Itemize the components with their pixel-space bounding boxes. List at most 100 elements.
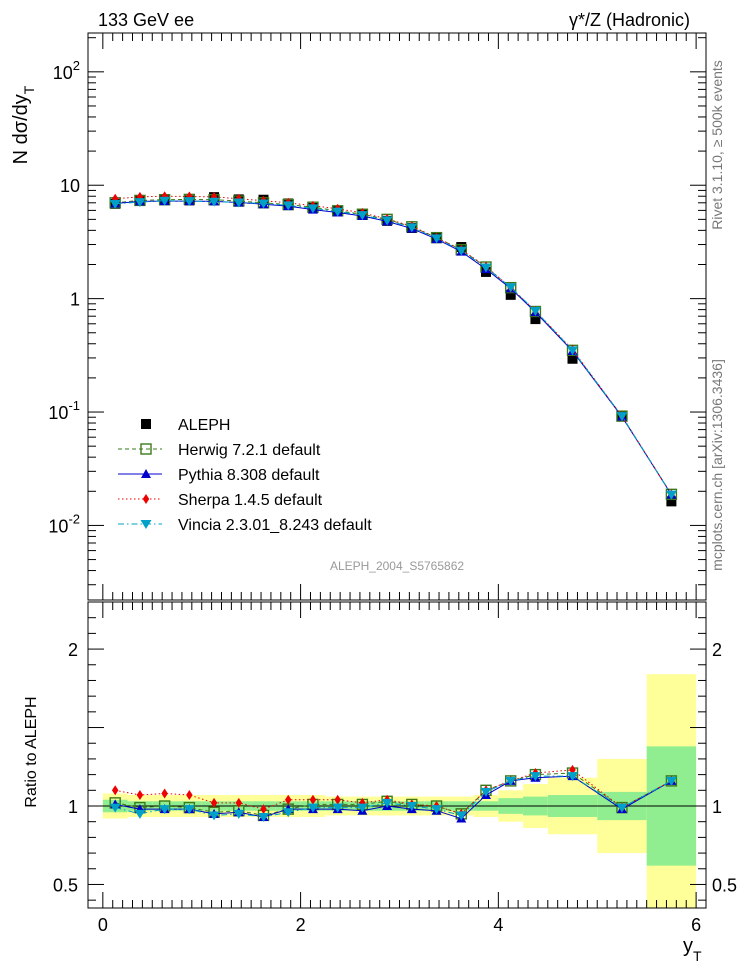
figure-labels: 133 GeV ee γ*/Z (Hadronic) ALEPH_2004_S5… — [98, 10, 725, 573]
ratio-y-axis-title: Ratio to ALEPH — [23, 696, 40, 807]
data-point — [309, 794, 317, 805]
data-point — [282, 201, 294, 211]
data-point — [567, 346, 579, 356]
ratio-series-line — [115, 775, 672, 818]
data-point — [260, 804, 267, 815]
ratio-y-tick-label: 1 — [68, 797, 78, 817]
x-tick-label: 4 — [493, 915, 503, 935]
ratio-series-line — [115, 772, 672, 816]
data-point — [665, 776, 677, 786]
watermark: ALEPH_2004_S5765862 — [330, 559, 464, 573]
data-point — [529, 306, 541, 316]
data-point — [332, 207, 344, 217]
data-point — [159, 805, 171, 815]
data-point — [406, 802, 418, 811]
legend-label: ALEPH — [178, 417, 230, 434]
data-point — [258, 199, 270, 209]
data-point — [208, 197, 220, 207]
data-point — [529, 772, 541, 782]
ratio-y-tick-label-right: 2 — [712, 640, 722, 660]
y-tick-label: 10-1 — [48, 398, 80, 423]
ratio-panel-frame — [87, 601, 707, 909]
data-point — [356, 803, 368, 813]
x-axis-title: yT — [683, 935, 702, 964]
data-point — [134, 809, 146, 819]
legend-entry: ALEPH — [141, 417, 230, 434]
data-point — [134, 198, 146, 208]
main-panel-series — [109, 191, 678, 507]
data-point — [109, 199, 121, 209]
data-point — [141, 419, 151, 429]
side-label-bottom: mcplots.cern.ch [arXiv:1306.3436] — [709, 359, 725, 571]
data-point — [282, 808, 294, 818]
data-point — [530, 314, 541, 325]
data-point — [431, 234, 443, 244]
legend-label: Herwig 7.2.1 default — [178, 442, 321, 459]
data-point — [109, 803, 121, 813]
data-point — [111, 785, 119, 796]
legend-label: Sherpa 1.4.5 default — [178, 492, 323, 509]
axis-ticks: 10-2 10-1 1 10 102 0 2 4 6 0.5 0.5 1 1 2 2 N dσ/dyT Rati… — [10, 33, 737, 964]
x-tick-label: 6 — [691, 915, 701, 935]
data-point — [159, 196, 171, 206]
data-point — [140, 520, 152, 529]
data-point — [381, 216, 393, 226]
data-point — [567, 772, 579, 782]
data-point — [431, 805, 443, 815]
data-point — [505, 283, 517, 293]
data-point — [161, 788, 168, 799]
side-label-top: Rivet 3.1.10, ≥ 500k events — [709, 60, 725, 230]
ratio-y-tick-label: 0.5 — [53, 875, 78, 895]
data-point — [505, 776, 517, 786]
data-point — [505, 289, 516, 300]
data-point — [208, 811, 220, 821]
data-point — [480, 787, 492, 797]
data-point — [235, 797, 243, 808]
data-point — [616, 803, 628, 813]
header-right: γ*/Z (Hadronic) — [569, 10, 690, 30]
data-point — [381, 798, 393, 808]
data-point — [406, 223, 418, 233]
data-point — [356, 211, 368, 221]
data-point — [455, 811, 467, 821]
main-panel-frame — [87, 32, 707, 601]
data-point — [332, 803, 344, 813]
series-vincia — [109, 196, 677, 500]
x-tick-label: 2 — [296, 915, 306, 935]
data-point — [307, 204, 319, 214]
data-point — [136, 790, 144, 801]
data-point — [233, 198, 245, 208]
legend-entry: Herwig 7.2.1 default — [118, 442, 321, 459]
data-point — [666, 496, 677, 507]
legend-entry: Vincia 2.3.01_8.243 default — [118, 517, 372, 534]
legend-label: Pythia 8.308 default — [178, 467, 320, 484]
data-point — [334, 794, 341, 805]
data-point — [186, 790, 193, 801]
y-axis-title: N dσ/dyT — [10, 85, 37, 164]
ratio-series-vincia — [109, 772, 677, 822]
data-point — [183, 197, 195, 207]
y-tick-label: 10-2 — [48, 511, 80, 536]
data-point — [210, 797, 218, 808]
data-point — [480, 263, 492, 273]
data-point — [258, 812, 270, 822]
x-tick-label: 0 — [98, 915, 108, 935]
ratio-y-tick-label-right: 1 — [712, 797, 722, 817]
legend-entry: Sherpa 1.4.5 default — [118, 492, 323, 509]
data-point — [142, 494, 150, 504]
data-point — [455, 246, 467, 256]
legend-label: Vincia 2.3.01_8.243 default — [178, 517, 372, 534]
data-point — [307, 803, 319, 813]
data-point — [183, 805, 195, 815]
ratio-panel-series — [109, 764, 678, 823]
y-tick-label: 102 — [53, 58, 80, 83]
y-tick-label: 1 — [70, 290, 80, 310]
legend-entry: Pythia 8.308 default — [118, 467, 320, 484]
legend: ALEPH Herwig 7.2.1 default Pythia 8.308 de… — [118, 417, 372, 534]
series-aleph — [110, 192, 677, 507]
data-point — [284, 794, 292, 805]
y-tick-label: 10 — [60, 176, 80, 196]
data-point — [567, 353, 578, 364]
data-point — [616, 412, 628, 422]
